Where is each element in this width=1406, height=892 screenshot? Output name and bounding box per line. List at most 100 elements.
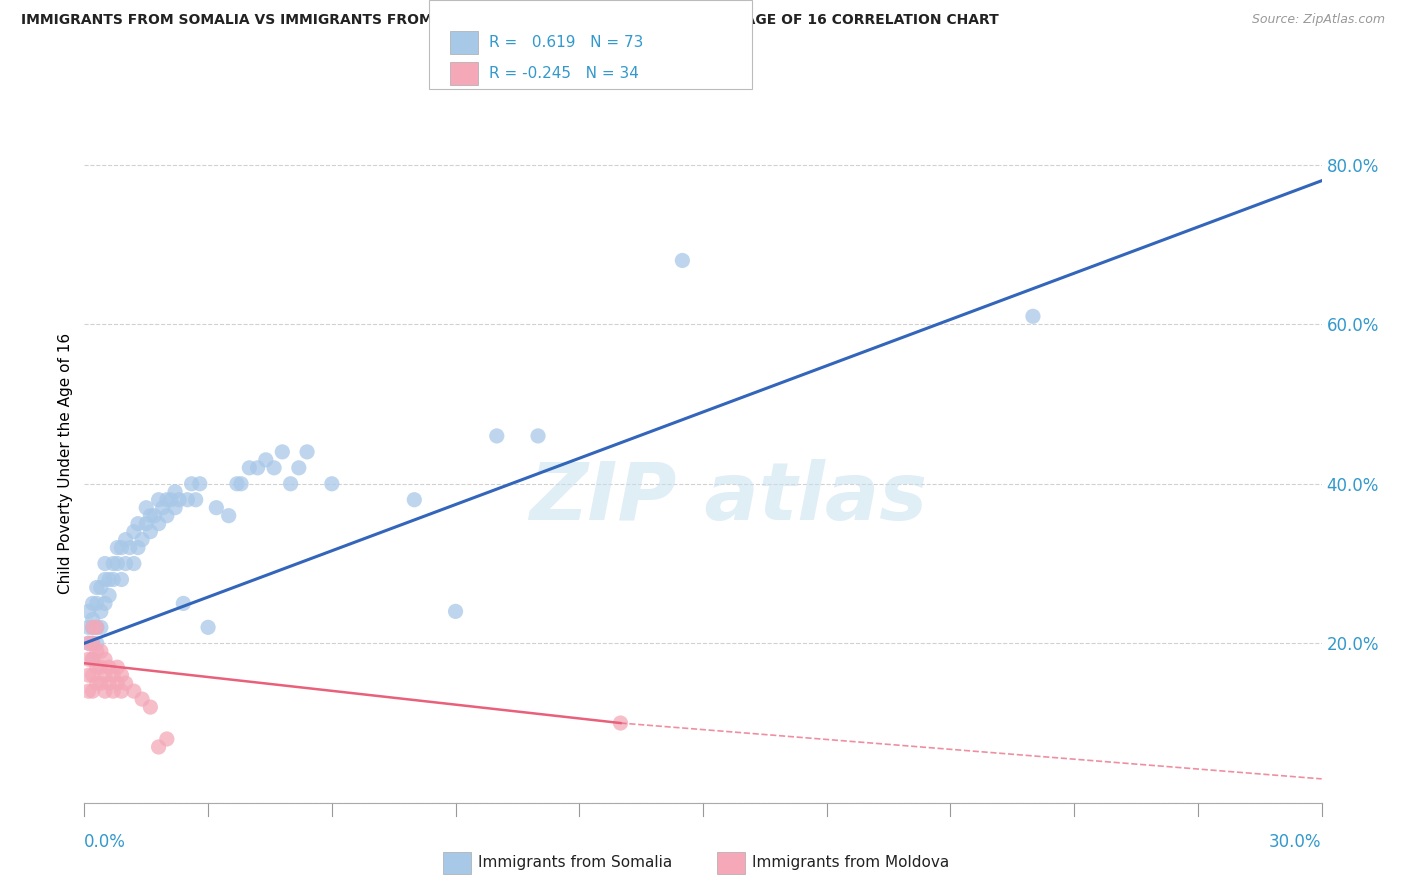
Point [86, 644, 108, 658]
Point [156, 731, 179, 746]
Point [127, 516, 149, 531]
Point [82, 620, 104, 634]
Text: Source: ZipAtlas.com: Source: ZipAtlas.com [1251, 13, 1385, 27]
Point [86, 660, 108, 674]
Point [671, 253, 693, 268]
Point [609, 716, 631, 731]
Point [271, 445, 294, 459]
Point [103, 573, 125, 587]
Point [156, 508, 179, 523]
Point [229, 476, 252, 491]
Point [127, 541, 149, 555]
Point [172, 596, 194, 610]
Point [184, 492, 207, 507]
Point [114, 557, 136, 571]
Point [118, 541, 141, 555]
Point [444, 604, 467, 618]
Point [103, 684, 125, 698]
Point [180, 476, 202, 491]
Point [94, 652, 117, 666]
Point [82, 652, 104, 666]
Point [105, 541, 128, 555]
Point [77, 636, 100, 650]
Point [148, 492, 170, 507]
Point [82, 612, 104, 626]
Point [226, 476, 249, 491]
Point [82, 636, 104, 650]
Point [86, 620, 108, 634]
Point [90, 660, 112, 674]
Point [122, 684, 145, 698]
Point [114, 533, 136, 547]
Point [167, 492, 190, 507]
Point [94, 573, 117, 587]
Text: IMMIGRANTS FROM SOMALIA VS IMMIGRANTS FROM MOLDOVA CHILD POVERTY UNDER THE AGE O: IMMIGRANTS FROM SOMALIA VS IMMIGRANTS FR… [21, 13, 998, 28]
Point [263, 460, 285, 475]
Point [148, 516, 170, 531]
Point [77, 620, 100, 634]
Point [143, 508, 166, 523]
Text: Immigrants from Somalia: Immigrants from Somalia [478, 855, 672, 870]
Point [122, 557, 145, 571]
Point [105, 660, 128, 674]
Point [238, 460, 260, 475]
Point [86, 676, 108, 690]
Point [139, 524, 162, 539]
Point [131, 533, 153, 547]
Point [160, 492, 183, 507]
Point [105, 676, 128, 690]
Y-axis label: Child Poverty Under the Age of 16: Child Poverty Under the Age of 16 [58, 334, 73, 594]
Point [90, 604, 112, 618]
Point [254, 453, 277, 467]
Text: Immigrants from Moldova: Immigrants from Moldova [752, 855, 949, 870]
Point [105, 557, 128, 571]
Point [103, 557, 125, 571]
Point [110, 684, 132, 698]
Point [98, 589, 121, 603]
Point [94, 668, 117, 682]
Point [139, 508, 162, 523]
Point [485, 429, 508, 443]
Point [94, 557, 117, 571]
Point [135, 516, 157, 531]
Point [98, 676, 121, 690]
Point [246, 460, 269, 475]
Point [110, 573, 132, 587]
Point [77, 652, 100, 666]
Point [86, 596, 108, 610]
Point [197, 620, 219, 634]
Point [77, 668, 100, 682]
Point [110, 668, 132, 682]
Point [139, 700, 162, 714]
Point [94, 596, 117, 610]
Point [90, 581, 112, 595]
Point [288, 460, 311, 475]
Point [90, 676, 112, 690]
Point [122, 524, 145, 539]
Point [152, 500, 174, 515]
Point [82, 652, 104, 666]
Text: R = -0.245   N = 34: R = -0.245 N = 34 [489, 66, 640, 81]
Point [77, 604, 100, 618]
Point [148, 739, 170, 754]
Text: R =   0.619   N = 73: R = 0.619 N = 73 [489, 35, 644, 50]
Point [188, 476, 211, 491]
Point [110, 541, 132, 555]
Point [86, 620, 108, 634]
Point [527, 429, 550, 443]
Point [90, 644, 112, 658]
Point [131, 692, 153, 706]
Text: ZIP atlas: ZIP atlas [529, 458, 927, 537]
Point [77, 636, 100, 650]
Point [82, 620, 104, 634]
Point [114, 676, 136, 690]
Point [1022, 310, 1045, 324]
Point [90, 620, 112, 634]
Point [135, 500, 157, 515]
Point [176, 492, 198, 507]
Point [82, 596, 104, 610]
Point [321, 476, 343, 491]
Point [82, 684, 104, 698]
Point [280, 476, 302, 491]
Point [82, 636, 104, 650]
